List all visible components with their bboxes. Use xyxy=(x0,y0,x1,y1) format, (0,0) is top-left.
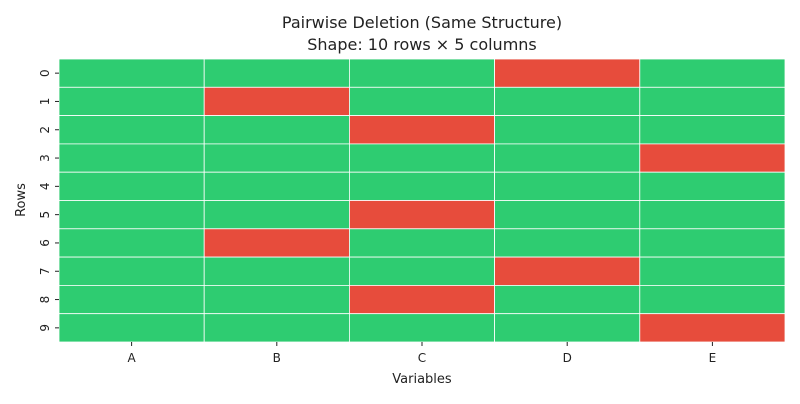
heatmap-cell-8-B xyxy=(203,284,350,315)
heatmap-cell-2-B xyxy=(203,115,350,145)
heatmap-cell-8-E xyxy=(639,284,786,315)
heatmap-cell-0-D xyxy=(494,58,641,88)
x-axis-ticks: A B C D E xyxy=(127,342,716,365)
heatmap-cell-0-B xyxy=(203,58,350,88)
y-tick-label: 7 xyxy=(38,267,52,275)
heatmap-cell-1-A xyxy=(58,86,205,117)
heatmap-cell-7-C xyxy=(348,256,495,286)
y-tick-label: 9 xyxy=(38,324,52,332)
heatmap-cell-0-C xyxy=(348,58,495,88)
heatmap-cell-1-C xyxy=(348,86,495,117)
y-tick-label: 1 xyxy=(38,98,52,106)
heatmap-cell-2-D xyxy=(494,115,641,145)
y-tick-label: 6 xyxy=(38,239,52,247)
heatmap-cell-2-C xyxy=(348,115,495,145)
heatmap-cell-6-E xyxy=(639,228,786,258)
heatmap-cell-4-D xyxy=(494,171,641,201)
x-tick-label: C xyxy=(418,351,426,365)
heatmap-cell-7-D xyxy=(494,256,641,286)
heatmap-cell-2-E xyxy=(639,115,786,145)
heatmap-cell-9-D xyxy=(494,313,641,343)
chart-title: Pairwise Deletion (Same Structure) xyxy=(282,13,562,32)
x-tick-label: E xyxy=(709,351,717,365)
heatmap-cell-1-E xyxy=(639,86,786,117)
y-tick-label: 2 xyxy=(38,126,52,134)
heatmap-cell-3-A xyxy=(58,143,205,173)
y-tick-label: 8 xyxy=(38,296,52,304)
heatmap-cell-8-C xyxy=(348,284,495,315)
heatmap-cell-8-A xyxy=(58,284,205,315)
heatmap-cell-6-A xyxy=(58,228,205,258)
heatmap-cell-7-E xyxy=(639,256,786,286)
y-tick-label: 3 xyxy=(38,154,52,162)
heatmap-cell-2-A xyxy=(58,115,205,145)
y-axis-label: Rows xyxy=(14,183,29,217)
x-tick-label: D xyxy=(563,351,572,365)
heatmap-cell-7-A xyxy=(58,256,205,286)
y-axis-ticks: 0 1 2 3 4 5 6 7 8 9 xyxy=(38,69,59,332)
heatmap-cell-9-B xyxy=(203,313,350,343)
heatmap-cell-3-E xyxy=(639,143,786,173)
heatmap-cell-3-B xyxy=(203,143,350,173)
x-tick-label: B xyxy=(273,351,281,365)
heatmap-cell-3-C xyxy=(348,143,495,173)
heatmap-cell-4-C xyxy=(348,171,495,201)
heatmap-cell-5-C xyxy=(348,200,495,230)
heatmap-cell-5-E xyxy=(639,200,786,230)
heatmap-cell-4-B xyxy=(203,171,350,201)
heatmap-cell-9-C xyxy=(348,313,495,343)
heatmap-cell-7-B xyxy=(203,256,350,286)
heatmap-cell-1-B xyxy=(203,86,350,117)
x-axis-label: Variables xyxy=(392,372,452,387)
heatmap-cell-4-A xyxy=(58,171,205,201)
heatmap-cell-9-E xyxy=(639,313,786,343)
heatmap-cell-0-E xyxy=(639,58,786,88)
heatmap-cell-6-D xyxy=(494,228,641,258)
y-tick-label: 5 xyxy=(38,211,52,219)
heatmap-cell-5-A xyxy=(58,200,205,230)
heatmap-cell-5-B xyxy=(203,200,350,230)
heatmap-cell-6-C xyxy=(348,228,495,258)
heatmap-cell-0-A xyxy=(58,58,205,88)
heatmap-cell-1-D xyxy=(494,86,641,117)
heatmap-cell-5-D xyxy=(494,200,641,230)
x-tick-label: A xyxy=(127,351,136,365)
heatmap-cell-3-D xyxy=(494,143,641,173)
y-tick-label: 0 xyxy=(38,69,52,77)
y-tick-label: 4 xyxy=(38,183,52,191)
heatmap-cell-4-E xyxy=(639,171,786,201)
heatmap-cell-8-D xyxy=(494,284,641,315)
heatmap-cell-6-B xyxy=(203,228,350,258)
heatmap-cells xyxy=(58,58,786,343)
chart-subtitle: Shape: 10 rows × 5 columns xyxy=(307,35,537,54)
heatmap-cell-9-A xyxy=(58,313,205,343)
